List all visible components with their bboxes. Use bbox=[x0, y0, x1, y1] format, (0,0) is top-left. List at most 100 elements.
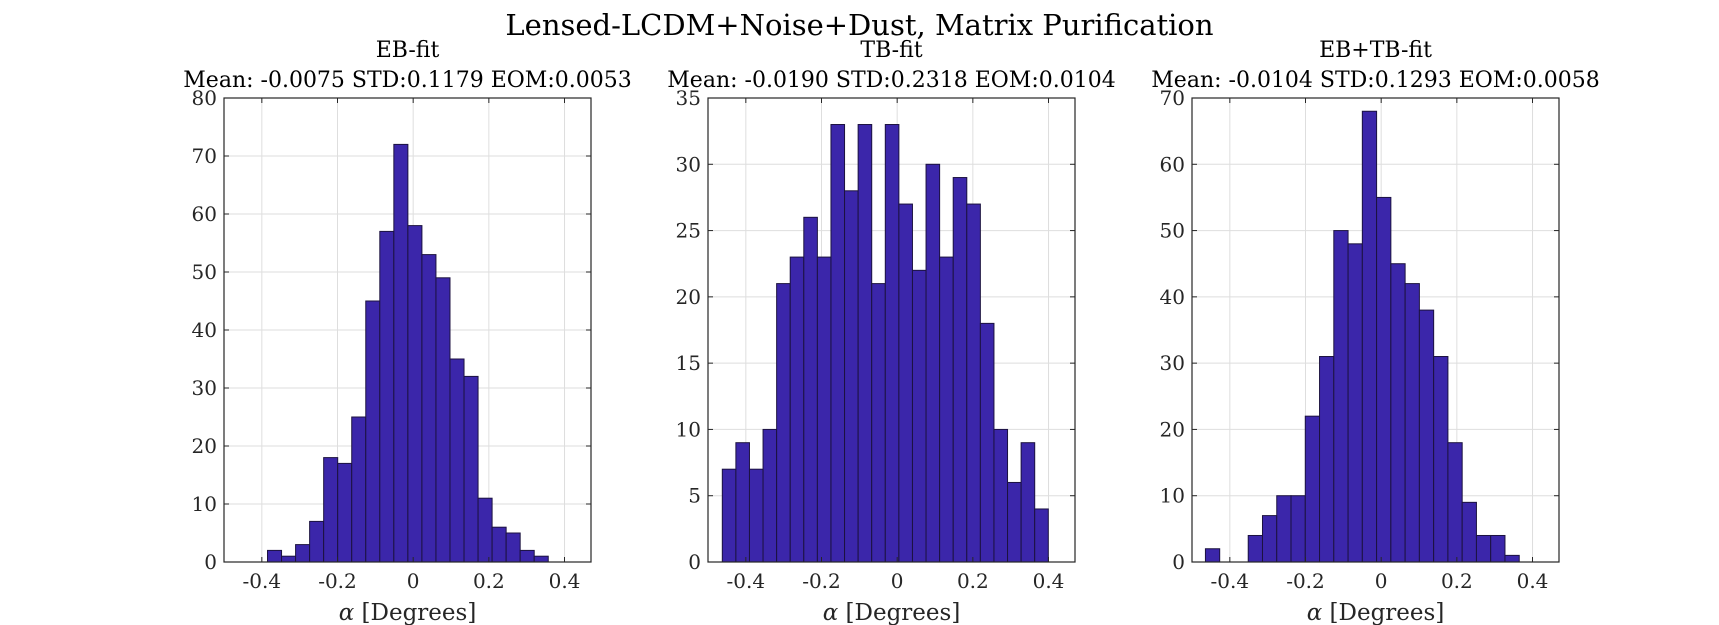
y-tick-label: 0 bbox=[688, 550, 701, 574]
histogram-bar bbox=[748, 468, 764, 563]
histogram-bar bbox=[337, 462, 353, 563]
y-tick-label: 20 bbox=[192, 434, 217, 458]
histogram-bar bbox=[1290, 495, 1306, 563]
panel-2: TB-fit Mean: -0.0190 STD:0.2318 EOM:0.010… bbox=[667, 38, 1115, 625]
x-tick-label: 0 bbox=[1375, 569, 1388, 593]
y-tick-label: 10 bbox=[1160, 484, 1185, 508]
histogram-bar bbox=[379, 230, 395, 563]
y-tick-label: 0 bbox=[204, 550, 217, 574]
histogram-bar bbox=[1390, 263, 1406, 563]
x-axis-label: α [Degrees] bbox=[1307, 600, 1445, 625]
panel-1: EB-fit Mean: -0.0075 STD:0.1179 EOM:0.005… bbox=[183, 38, 631, 625]
histogram-bar bbox=[1204, 548, 1221, 563]
histogram-bar bbox=[925, 163, 941, 563]
histogram-bar bbox=[1490, 534, 1506, 563]
histogram-bar bbox=[323, 457, 339, 563]
histogram-bar bbox=[1034, 508, 1049, 563]
axes-frame bbox=[707, 97, 1076, 563]
histogram-bar bbox=[1319, 356, 1335, 563]
histogram-bar bbox=[952, 177, 968, 563]
y-tick-label: 30 bbox=[676, 152, 701, 176]
histogram-bar bbox=[309, 520, 325, 563]
y-tick-label: 10 bbox=[192, 492, 217, 516]
histogram-bar bbox=[505, 532, 521, 563]
x-tick-label: -0.2 bbox=[1286, 569, 1325, 593]
y-tick-label: 30 bbox=[192, 376, 217, 400]
histogram-bar bbox=[295, 544, 311, 563]
x-tick-label: 0.2 bbox=[473, 569, 505, 593]
y-tick-label: 20 bbox=[676, 285, 701, 309]
x-tick-label: 0.2 bbox=[1441, 569, 1473, 593]
histogram-bar bbox=[407, 225, 423, 563]
panel-title: EB+TB-fit bbox=[1319, 38, 1432, 63]
histogram-bar bbox=[1447, 442, 1463, 563]
y-tick-label: 40 bbox=[192, 318, 217, 342]
y-tick-label: 40 bbox=[1160, 285, 1185, 309]
y-tick-label: 30 bbox=[1160, 351, 1185, 375]
histogram-bar bbox=[979, 322, 995, 563]
y-tick-label: 5 bbox=[688, 484, 701, 508]
histogram-bar bbox=[1376, 196, 1392, 563]
histogram-bar bbox=[776, 283, 791, 563]
histogram-bar bbox=[939, 256, 954, 563]
histogram-bar bbox=[911, 269, 927, 563]
histogram-bar bbox=[463, 375, 479, 563]
panel-stats: Mean: -0.0075 STD:0.1179 EOM:0.0053 bbox=[183, 68, 631, 93]
histogram-bar bbox=[281, 555, 297, 563]
histogram-bar bbox=[365, 300, 381, 563]
y-tick-label: 25 bbox=[676, 219, 701, 243]
y-tick-label: 0 bbox=[1172, 550, 1185, 574]
histogram-bar bbox=[762, 428, 778, 563]
x-tick-label: 0 bbox=[891, 569, 904, 593]
y-tick-label: 50 bbox=[192, 260, 217, 284]
histogram-bar bbox=[421, 254, 437, 563]
histogram-bar bbox=[1020, 442, 1036, 563]
x-tick-label: -0.2 bbox=[318, 569, 357, 593]
x-axis-unit: [Degrees] bbox=[1322, 600, 1444, 625]
y-tick-label: 15 bbox=[676, 351, 701, 375]
x-axis-symbol: α bbox=[823, 600, 839, 625]
x-axis-label: α [Degrees] bbox=[339, 600, 477, 625]
y-tick-label: 20 bbox=[1160, 417, 1185, 441]
histogram-bar bbox=[267, 549, 283, 563]
histogram-bar bbox=[1261, 515, 1278, 563]
x-axis-unit: [Degrees] bbox=[838, 600, 960, 625]
histogram-bar bbox=[1007, 481, 1022, 563]
histogram-bar bbox=[884, 124, 900, 563]
histogram-bar bbox=[477, 497, 493, 563]
panel-title: EB-fit bbox=[376, 38, 440, 63]
histogram-bar bbox=[844, 190, 859, 563]
histogram-bar bbox=[1361, 110, 1378, 563]
panel-3: EB+TB-fit Mean: -0.0104 STD:0.1293 EOM:0.… bbox=[1151, 38, 1599, 625]
y-tick-label: 60 bbox=[192, 202, 217, 226]
histogram-bar bbox=[1461, 501, 1477, 563]
histogram-bar bbox=[803, 216, 818, 563]
histogram-bar bbox=[1475, 534, 1492, 563]
histogram-bar bbox=[519, 549, 535, 563]
histogram-bar bbox=[871, 283, 886, 563]
x-tick-label: -0.2 bbox=[802, 569, 841, 593]
panel-title: TB-fit bbox=[860, 38, 922, 63]
histogram-bar bbox=[393, 143, 409, 563]
histogram-bar bbox=[449, 358, 465, 563]
histogram-bar bbox=[1276, 495, 1292, 563]
y-tick-label: 70 bbox=[1160, 86, 1185, 110]
histogram-bar bbox=[1347, 243, 1363, 563]
panel-stats: Mean: -0.0190 STD:0.2318 EOM:0.0104 bbox=[667, 68, 1115, 93]
histogram-bar bbox=[830, 124, 846, 563]
histogram-bar bbox=[491, 526, 507, 563]
histogram-bar bbox=[1304, 415, 1321, 563]
x-tick-label: -0.4 bbox=[727, 569, 766, 593]
figure-suptitle: Lensed-LCDM+Noise+Dust, Matrix Purificat… bbox=[505, 8, 1213, 42]
histogram-bar bbox=[966, 203, 981, 563]
y-tick-label: 60 bbox=[1160, 152, 1185, 176]
x-tick-label: -0.4 bbox=[243, 569, 282, 593]
x-tick-label: -0.4 bbox=[1211, 569, 1250, 593]
histogram-bar bbox=[721, 468, 737, 563]
x-axis-label: α [Degrees] bbox=[823, 600, 961, 625]
axes-frame bbox=[1191, 97, 1560, 563]
x-tick-label: 0 bbox=[407, 569, 420, 593]
histogram-bar bbox=[857, 124, 873, 563]
x-tick-label: 0.2 bbox=[957, 569, 989, 593]
histogram-bar bbox=[1333, 230, 1349, 563]
